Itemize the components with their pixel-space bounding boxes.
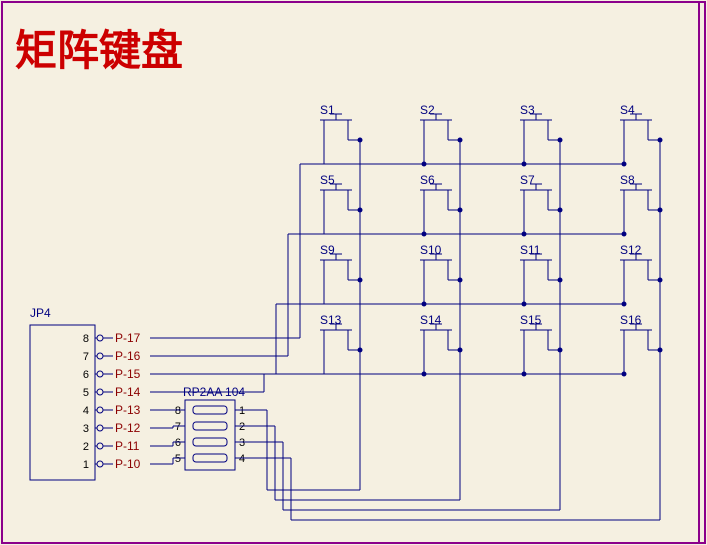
svg-text:1: 1 bbox=[239, 405, 245, 417]
svg-text:P-13: P-13 bbox=[115, 403, 141, 417]
svg-text:1: 1 bbox=[83, 459, 89, 471]
svg-text:4: 4 bbox=[83, 405, 89, 417]
svg-text:7: 7 bbox=[175, 421, 181, 433]
svg-text:P-11: P-11 bbox=[115, 439, 140, 453]
svg-text:S6: S6 bbox=[420, 173, 435, 187]
svg-text:S8: S8 bbox=[620, 173, 635, 187]
svg-text:6: 6 bbox=[175, 437, 181, 449]
svg-text:P-16: P-16 bbox=[115, 349, 141, 363]
title: 矩阵键盘 bbox=[15, 27, 183, 74]
svg-text:4: 4 bbox=[239, 453, 245, 465]
svg-text:P-17: P-17 bbox=[115, 331, 141, 345]
svg-text:3: 3 bbox=[239, 437, 245, 449]
schematic-canvas: 矩阵键盘 S1 S2 S3 S4 S5 S6 S7 S8 S9 S10 S11 S12 S13 S14 S15… bbox=[0, 0, 707, 545]
svg-text:P-10: P-10 bbox=[115, 457, 141, 471]
svg-text:S10: S10 bbox=[420, 243, 442, 257]
svg-text:S4: S4 bbox=[620, 103, 635, 117]
svg-text:S14: S14 bbox=[420, 313, 442, 327]
svg-text:S13: S13 bbox=[320, 313, 342, 327]
svg-text:8: 8 bbox=[83, 333, 89, 345]
svg-text:S3: S3 bbox=[520, 103, 535, 117]
svg-text:2: 2 bbox=[83, 441, 89, 453]
svg-text:P-15: P-15 bbox=[115, 367, 141, 381]
svg-text:S7: S7 bbox=[520, 173, 535, 187]
svg-text:7: 7 bbox=[83, 351, 89, 363]
svg-text:S12: S12 bbox=[620, 243, 642, 257]
svg-text:S16: S16 bbox=[620, 313, 642, 327]
svg-text:P-14: P-14 bbox=[115, 385, 141, 399]
svg-text:S15: S15 bbox=[520, 313, 542, 327]
svg-text:JP4: JP4 bbox=[30, 306, 51, 320]
svg-text:3: 3 bbox=[83, 423, 89, 435]
svg-text:P-12: P-12 bbox=[115, 421, 141, 435]
svg-text:8: 8 bbox=[175, 405, 181, 417]
svg-text:6: 6 bbox=[83, 369, 89, 381]
svg-text:S5: S5 bbox=[320, 173, 335, 187]
svg-text:S9: S9 bbox=[320, 243, 335, 257]
svg-text:S11: S11 bbox=[520, 243, 541, 257]
svg-text:S1: S1 bbox=[320, 103, 335, 117]
svg-text:2: 2 bbox=[239, 421, 245, 433]
svg-text:5: 5 bbox=[83, 387, 89, 399]
svg-text:5: 5 bbox=[175, 453, 181, 465]
svg-text:S2: S2 bbox=[420, 103, 435, 117]
